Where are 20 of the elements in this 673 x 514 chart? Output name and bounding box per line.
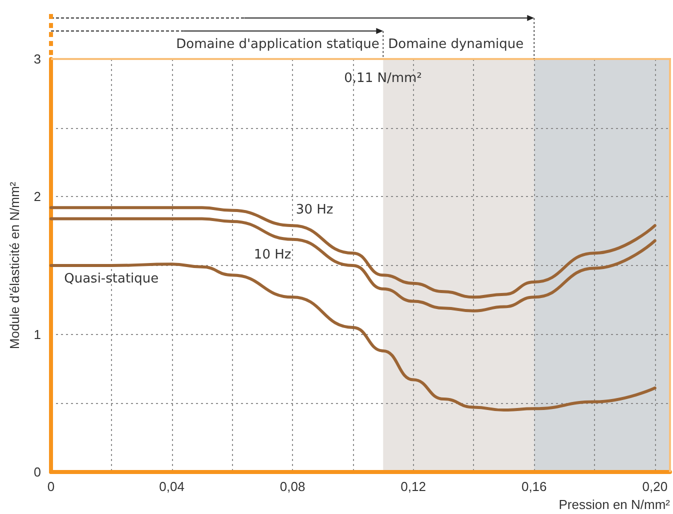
text: Domaine dynamique — [388, 37, 524, 52]
x-tick-label: 0,16 — [521, 479, 547, 494]
x-tick-label: 0,08 — [280, 479, 306, 494]
line-series — [50, 262, 656, 412]
series-label: 30 Hz — [296, 202, 334, 218]
y-axis-title: Module d'élasticité en N/mm² — [7, 181, 22, 350]
y-tick-label: 1 — [34, 326, 41, 342]
series-label: 10 Hz — [254, 247, 292, 262]
series-label: Quasi-statique — [64, 272, 159, 286]
x-tick-label: 0,04 — [159, 479, 184, 494]
x-tick-label: 0,12 — [400, 479, 426, 494]
y-tick-label: 0 — [34, 464, 41, 480]
y-tick-label: 2 — [34, 189, 41, 204]
text: Domaine d'application statique — [176, 37, 380, 52]
annotation: 0,11 N/mm² — [344, 70, 422, 86]
x-axis-title: Pression en N/mm² — [558, 497, 671, 512]
x-tick-label: 0 — [47, 479, 55, 494]
x-tick-label: 0,20 — [642, 479, 668, 494]
y-tick-label: 3 — [34, 52, 41, 66]
line-series — [50, 217, 656, 312]
